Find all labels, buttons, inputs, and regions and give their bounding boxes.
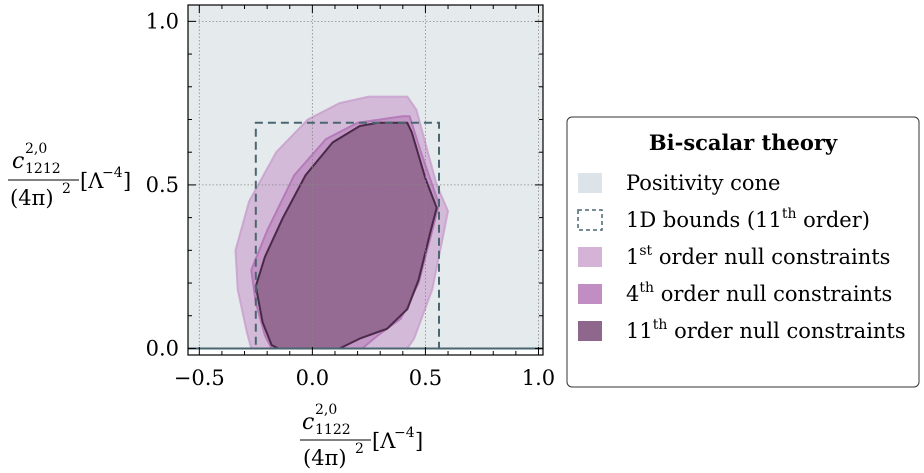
x-tick-label: 0.0 bbox=[296, 366, 329, 390]
x-label-unit-superscript: −4 bbox=[394, 425, 415, 441]
y-label-superscript: 2,0 bbox=[25, 141, 47, 157]
legend-label-cone: Positivity cone bbox=[626, 171, 781, 195]
regions-layer bbox=[188, 5, 543, 350]
legend-swatch-order1 bbox=[578, 247, 602, 267]
legend-label-bounds1d: 1D bounds (11th order) bbox=[626, 206, 870, 232]
x-tick-label: −0.5 bbox=[174, 366, 225, 390]
x-label-unit: [Λ bbox=[372, 429, 396, 453]
legend-swatch-bounds1d bbox=[577, 209, 603, 231]
legend-swatch-cone bbox=[578, 173, 602, 193]
ticks-layer bbox=[188, 5, 543, 355]
legend-entries: Positivity cone 1D bounds (11th order) 1st… bbox=[577, 171, 906, 343]
y-label-unit-superscript: −4 bbox=[102, 165, 123, 181]
legend: Bi-scalar theory Positivity cone 1D bound… bbox=[566, 116, 920, 388]
bounds-1d-box bbox=[254, 121, 440, 350]
y-label-numerator: c bbox=[12, 149, 24, 174]
x-tick-label: 1.0 bbox=[522, 366, 555, 390]
x-label-unit-end: ] bbox=[415, 429, 423, 453]
y-tick-label: 0.0 bbox=[146, 336, 179, 360]
legend-swatch-order11 bbox=[578, 321, 602, 341]
x-tick-label: 0.5 bbox=[409, 366, 442, 390]
y-label-unit-end: ] bbox=[123, 169, 131, 193]
legend-label-order4: 4th order null constraints bbox=[626, 280, 892, 306]
legend-swatch-order4 bbox=[578, 284, 602, 304]
x-axis-label: c 2,0 1122 (4π) 2 [Λ −4 ] bbox=[300, 402, 423, 470]
y-tick-label: 0.5 bbox=[146, 173, 179, 197]
x-label-numerator: c bbox=[302, 410, 314, 435]
x-label-superscript: 2,0 bbox=[315, 402, 337, 418]
x-label-subscript: 1122 bbox=[315, 422, 351, 438]
legend-label-order1: 1st order null constraints bbox=[626, 243, 890, 269]
overlay-layer bbox=[188, 121, 543, 350]
y-label-denominator: (4π) bbox=[10, 186, 54, 210]
legend-box bbox=[566, 116, 920, 388]
legend-label-order11: 11th order null constraints bbox=[626, 317, 906, 343]
grid-layer bbox=[188, 5, 543, 355]
x-label-denominator: (4π) bbox=[303, 446, 347, 470]
x-label-den-superscript: 2 bbox=[355, 441, 364, 457]
y-axis-label: c 2,0 1212 (4π) 2 [Λ −4 ] bbox=[8, 141, 131, 210]
y-label-den-superscript: 2 bbox=[62, 181, 71, 197]
y-tick-label: 1.0 bbox=[146, 9, 179, 33]
plot-frame bbox=[187, 4, 544, 356]
y-label-subscript: 1212 bbox=[25, 161, 61, 177]
legend-title: Bi-scalar theory bbox=[649, 130, 838, 155]
y-label-unit: [Λ bbox=[80, 169, 104, 193]
